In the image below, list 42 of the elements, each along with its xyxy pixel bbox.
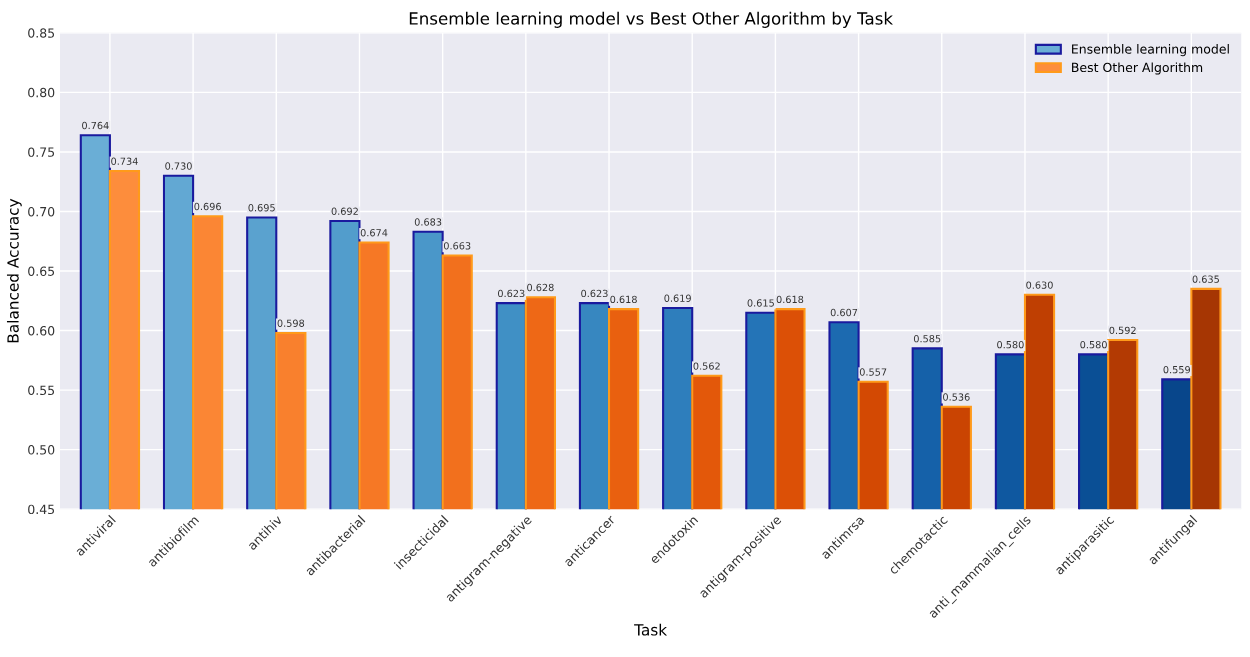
data-label: 0.692: [331, 207, 358, 215]
data-label: 0.734: [111, 157, 138, 165]
data-label: 0.619: [664, 294, 691, 302]
y-axis-title: Balanced Accuracy: [6, 198, 22, 343]
data-label: 0.635: [1192, 275, 1219, 283]
y-tick-label: 0.50: [28, 445, 55, 455]
data-label: 0.764: [82, 121, 109, 130]
y-tick-label: 0.75: [28, 147, 55, 157]
y-tick-label: 0.55: [28, 385, 55, 396]
y-tick-label: 0.85: [28, 28, 55, 38]
data-label: 0.695: [248, 204, 275, 212]
data-label: 0.536: [943, 393, 970, 401]
data-label: 0.663: [443, 242, 471, 250]
data-label: 0.559: [1163, 365, 1191, 374]
data-label: 0.592: [1109, 326, 1136, 335]
data-label: 0.562: [693, 362, 720, 370]
y-tick-label: 0.80: [28, 87, 55, 98]
data-label: 0.696: [194, 202, 221, 211]
data-label: 0.607: [830, 308, 858, 317]
x-axis-title: Task: [634, 623, 668, 636]
data-label: 0.618: [776, 295, 804, 304]
data-label: 0.585: [913, 335, 941, 343]
y-tick-label: 0.45: [28, 504, 55, 515]
data-label: 0.730: [165, 162, 192, 170]
data-label: 0.623: [498, 289, 525, 298]
data-label: 0.683: [414, 218, 442, 226]
data-label: 0.598: [277, 319, 305, 327]
data-label: 0.630: [1026, 281, 1053, 289]
data-label: 0.674: [360, 229, 388, 237]
y-tick-label: 0.60: [28, 326, 55, 336]
y-tick-label: 0.70: [28, 206, 55, 217]
data-label: 0.580: [997, 340, 1024, 349]
chart-title: Ensemble learning model vs Best Other Algorithm by Task: [409, 11, 893, 28]
legend-label: Ensemble learning model: [1072, 44, 1229, 57]
data-label: 0.615: [747, 299, 774, 307]
data-label: 0.623: [581, 289, 608, 298]
data-label: 0.557: [859, 368, 887, 376]
data-label: 0.618: [610, 295, 637, 304]
data-label: 0.628: [527, 283, 554, 292]
legend-label: Best Other Algorithm: [1072, 62, 1203, 75]
y-tick-label: 0.65: [28, 266, 55, 276]
data-label: 0.580: [1080, 340, 1107, 349]
